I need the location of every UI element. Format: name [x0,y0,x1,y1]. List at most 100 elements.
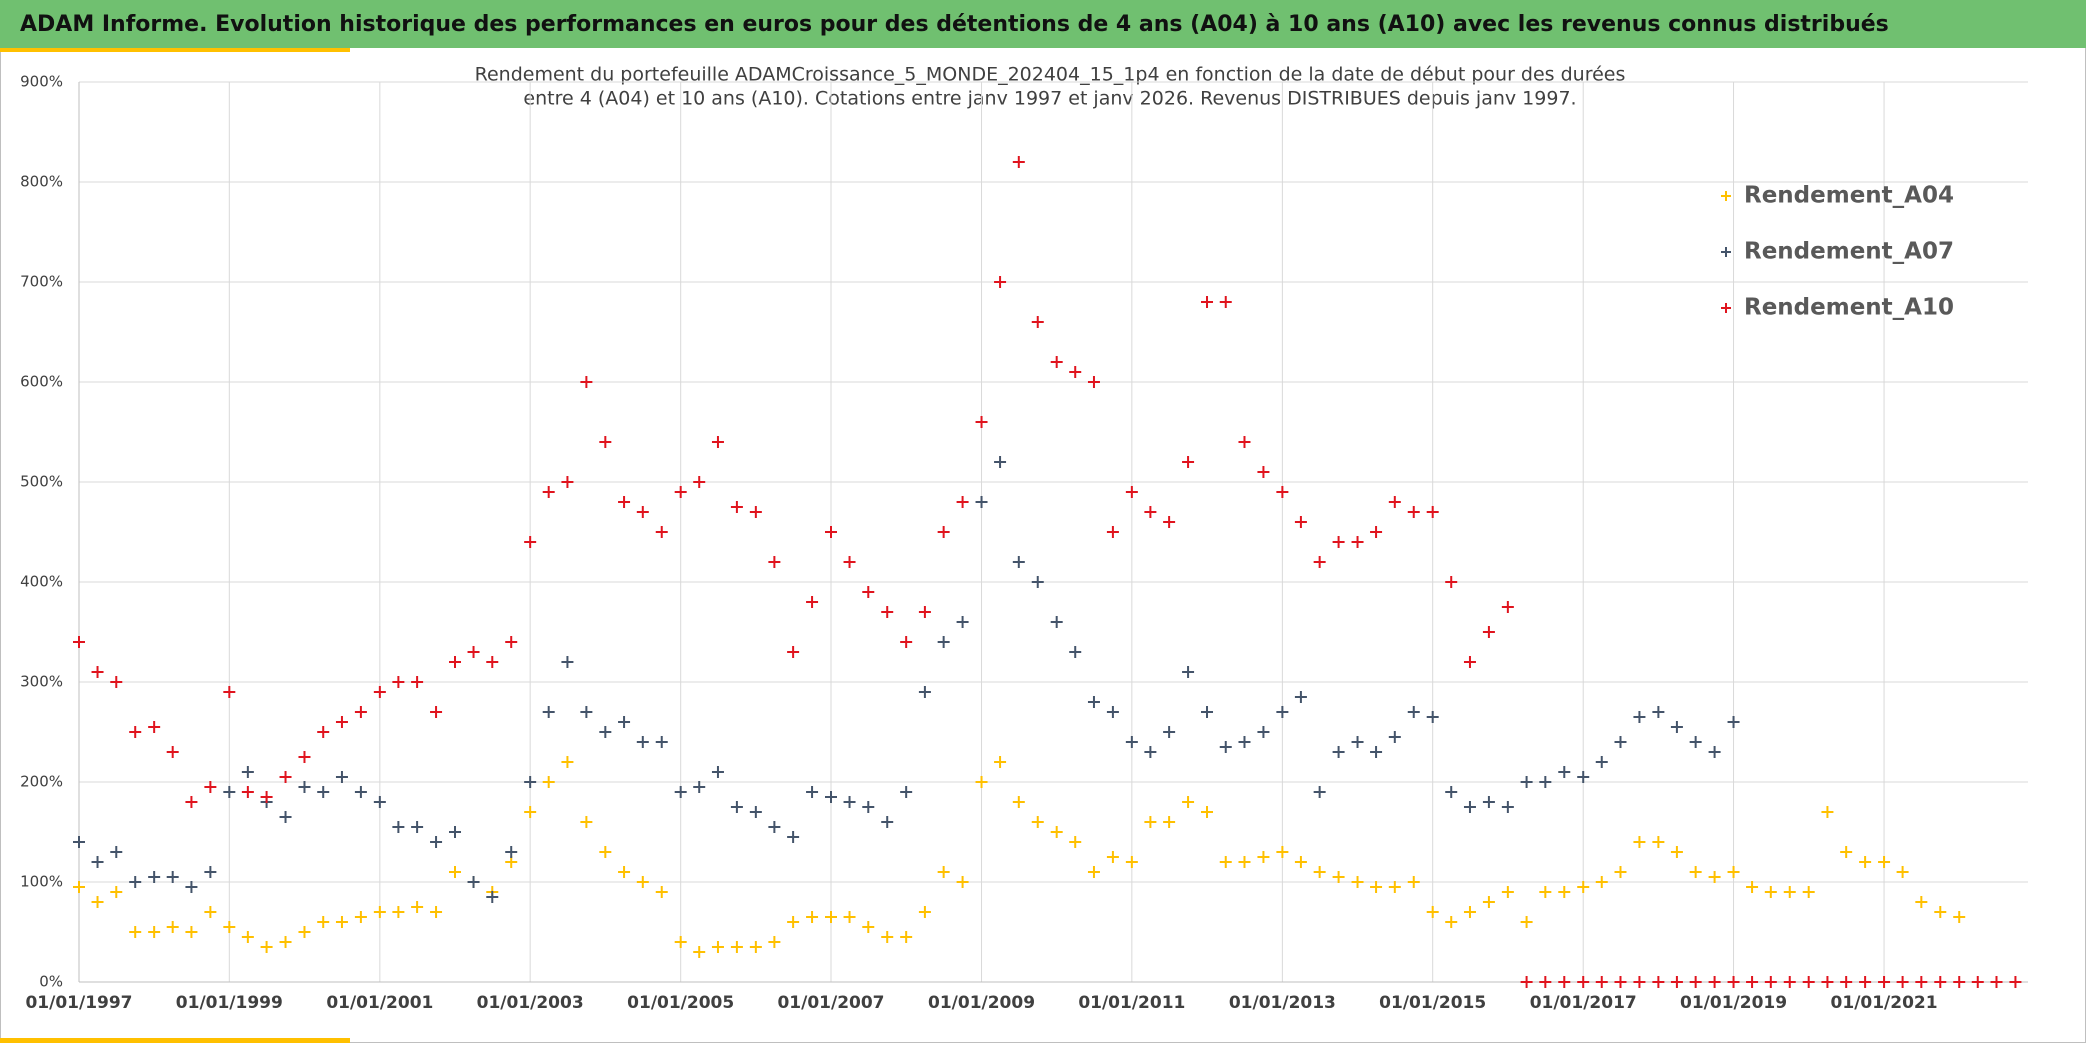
data-point [806,786,819,798]
data-point [618,716,631,728]
data-point [1727,716,1740,728]
data-point [806,911,819,923]
data-point [1652,976,1665,988]
data-point [317,726,330,738]
data-point [1670,846,1683,858]
data-point [392,906,405,918]
x-tick-label: 01/01/2011 [1078,993,1185,1013]
data-point [1614,736,1627,748]
data-point [1971,976,1984,988]
data-point [449,656,462,668]
title-banner [0,0,2086,48]
data-point [260,791,273,803]
data-point [937,866,950,878]
data-point [636,736,649,748]
data-point [1878,856,1891,868]
x-tick-label: 01/01/2015 [1379,993,1486,1013]
data-point [768,821,781,833]
data-point [486,891,499,903]
data-point [1577,976,1590,988]
data-point [1238,436,1251,448]
data-point [524,536,537,548]
data-point [1294,856,1307,868]
accent-bottom [0,1038,350,1043]
data-point [1426,711,1439,723]
data-point [674,936,687,948]
data-point [1614,976,1627,988]
data-point [1520,976,1533,988]
y-tick-label: 400% [20,573,63,591]
data-point [1257,851,1270,863]
data-point [918,686,931,698]
data-point [900,786,913,798]
data-point [862,921,875,933]
data-point [1558,766,1571,778]
data-point [1407,876,1420,888]
data-point [1915,976,1928,988]
data-point [1708,976,1721,988]
data-point [1238,736,1251,748]
data-point [674,786,687,798]
chart-title: ADAM Informe. Evolution historique des p… [20,12,1889,37]
data-point [1482,896,1495,908]
data-point [1595,876,1608,888]
data-point [1313,866,1326,878]
data-point [1727,976,1740,988]
data-point [298,926,311,938]
data-point [1689,736,1702,748]
data-point [241,766,254,778]
y-tick-label: 700% [20,273,63,291]
data-point [1276,486,1289,498]
data-point [655,526,668,538]
chart-subtitle: Rendement du portefeuille ADAMCroissance… [475,64,1626,86]
data-point [1370,881,1383,893]
data-point [580,816,593,828]
data-point [1501,801,1514,813]
data-point [674,486,687,498]
data-point [430,706,443,718]
data-point [1163,516,1176,528]
data-point [1746,976,1759,988]
data-point [881,816,894,828]
data-point [730,801,743,813]
data-point [505,636,518,648]
legend-marker [1721,191,1731,201]
data-point [1821,976,1834,988]
data-point [2009,976,2022,988]
data-point [843,796,856,808]
data-point [1106,706,1119,718]
data-point [561,476,574,488]
data-point [1125,856,1138,868]
data-point [241,786,254,798]
data-point [1633,836,1646,848]
data-point [1821,806,1834,818]
data-point [1144,816,1157,828]
data-point [1125,736,1138,748]
data-point [486,656,499,668]
data-point [1764,976,1777,988]
data-point [1012,796,1025,808]
data-point [1482,626,1495,638]
data-point [655,886,668,898]
data-point [1031,576,1044,588]
data-point [1407,506,1420,518]
data-point [900,931,913,943]
data-point [1276,846,1289,858]
data-point [298,781,311,793]
data-point [1445,916,1458,928]
data-point [467,876,480,888]
data-point [825,791,838,803]
data-point [335,771,348,783]
data-point [223,686,236,698]
data-point [279,771,292,783]
data-point [1915,896,1928,908]
data-point [166,871,179,883]
data-point [1878,976,1891,988]
data-point [354,911,367,923]
data-point [260,941,273,953]
data-point [1219,741,1232,753]
data-point [373,686,386,698]
data-point [1257,726,1270,738]
data-point [1953,911,1966,923]
